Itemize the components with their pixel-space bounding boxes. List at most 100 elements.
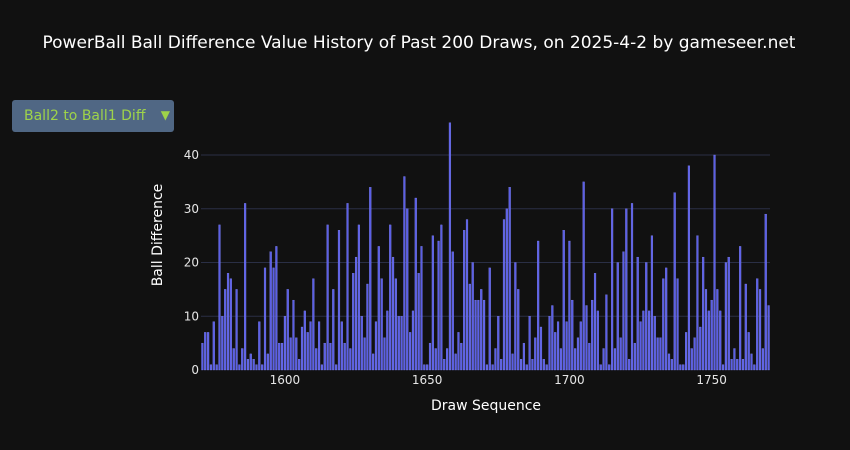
- bar[interactable]: [593, 273, 597, 371]
- bar[interactable]: [340, 321, 343, 371]
- bar[interactable]: [315, 348, 318, 371]
- bar[interactable]: [710, 299, 713, 371]
- bar[interactable]: [266, 353, 269, 371]
- bar[interactable]: [667, 353, 671, 371]
- bar[interactable]: [750, 353, 753, 371]
- bar[interactable]: [545, 364, 548, 371]
- bar[interactable]: [343, 342, 346, 371]
- bar[interactable]: [380, 278, 383, 371]
- bar[interactable]: [525, 364, 528, 371]
- bar[interactable]: [571, 299, 574, 371]
- bar[interactable]: [332, 289, 335, 371]
- bar[interactable]: [349, 348, 352, 371]
- bar[interactable]: [727, 256, 730, 371]
- bar[interactable]: [690, 348, 693, 371]
- bar[interactable]: [369, 187, 372, 371]
- bar[interactable]: [753, 364, 756, 371]
- bar[interactable]: [514, 262, 517, 371]
- bar[interactable]: [272, 267, 275, 371]
- bar[interactable]: [659, 337, 662, 371]
- bar[interactable]: [448, 122, 452, 371]
- bar[interactable]: [389, 224, 392, 371]
- bar[interactable]: [619, 337, 622, 371]
- bar[interactable]: [431, 235, 434, 371]
- bar[interactable]: [707, 310, 710, 371]
- bar[interactable]: [383, 337, 386, 371]
- bar[interactable]: [756, 278, 759, 371]
- bar[interactable]: [534, 337, 537, 371]
- bar[interactable]: [221, 316, 224, 371]
- bar[interactable]: [588, 342, 591, 371]
- bar[interactable]: [548, 316, 551, 371]
- bar[interactable]: [648, 310, 651, 371]
- bar[interactable]: [568, 240, 571, 371]
- bar[interactable]: [261, 364, 264, 371]
- bar[interactable]: [289, 337, 292, 371]
- bar[interactable]: [483, 299, 486, 371]
- bar[interactable]: [409, 332, 412, 371]
- bar[interactable]: [539, 326, 543, 371]
- bar[interactable]: [229, 278, 232, 371]
- bar[interactable]: [357, 224, 360, 371]
- bar[interactable]: [326, 224, 329, 371]
- bar[interactable]: [633, 342, 636, 371]
- bar[interactable]: [491, 364, 494, 371]
- bar[interactable]: [531, 359, 534, 371]
- bar[interactable]: [465, 219, 469, 371]
- bar[interactable]: [542, 359, 545, 371]
- bar[interactable]: [207, 332, 210, 371]
- bar[interactable]: [215, 364, 218, 371]
- bar[interactable]: [377, 246, 380, 371]
- bar[interactable]: [224, 289, 227, 371]
- bar[interactable]: [733, 348, 736, 371]
- bar[interactable]: [212, 321, 215, 371]
- bar[interactable]: [201, 342, 204, 371]
- bar[interactable]: [579, 321, 582, 371]
- bar[interactable]: [665, 267, 668, 371]
- bar[interactable]: [255, 364, 258, 371]
- bar[interactable]: [437, 240, 440, 371]
- bar[interactable]: [317, 321, 321, 371]
- bar[interactable]: [275, 246, 278, 371]
- bar[interactable]: [696, 235, 699, 371]
- bar[interactable]: [335, 364, 338, 371]
- bar[interactable]: [241, 348, 244, 371]
- bar[interactable]: [269, 251, 272, 371]
- bar[interactable]: [724, 262, 727, 371]
- bar[interactable]: [406, 208, 409, 371]
- bar[interactable]: [522, 342, 525, 371]
- bar[interactable]: [295, 337, 298, 371]
- bar[interactable]: [630, 203, 634, 371]
- bar[interactable]: [246, 359, 250, 371]
- bar[interactable]: [596, 310, 599, 371]
- bar[interactable]: [505, 208, 508, 371]
- bar[interactable]: [360, 316, 363, 371]
- bar[interactable]: [639, 321, 642, 371]
- bar[interactable]: [653, 316, 656, 371]
- bar[interactable]: [636, 256, 639, 371]
- bar[interactable]: [528, 316, 531, 371]
- bar[interactable]: [226, 273, 230, 371]
- bar[interactable]: [556, 321, 560, 371]
- bar[interactable]: [400, 316, 403, 371]
- bar[interactable]: [329, 342, 332, 371]
- bar[interactable]: [650, 235, 654, 371]
- bar[interactable]: [417, 273, 420, 371]
- bar[interactable]: [622, 251, 625, 371]
- bar[interactable]: [713, 154, 716, 371]
- bar[interactable]: [451, 251, 454, 371]
- bar[interactable]: [303, 310, 306, 371]
- bar[interactable]: [249, 353, 252, 371]
- bar[interactable]: [366, 283, 369, 371]
- bar[interactable]: [559, 348, 562, 371]
- bar[interactable]: [423, 364, 426, 371]
- bar[interactable]: [747, 332, 750, 371]
- bar[interactable]: [500, 359, 503, 371]
- bar[interactable]: [403, 176, 406, 371]
- bar[interactable]: [463, 230, 466, 371]
- bar[interactable]: [323, 342, 326, 371]
- bar[interactable]: [474, 299, 477, 371]
- bar[interactable]: [519, 359, 523, 371]
- bar[interactable]: [736, 359, 739, 371]
- bar[interactable]: [554, 332, 557, 371]
